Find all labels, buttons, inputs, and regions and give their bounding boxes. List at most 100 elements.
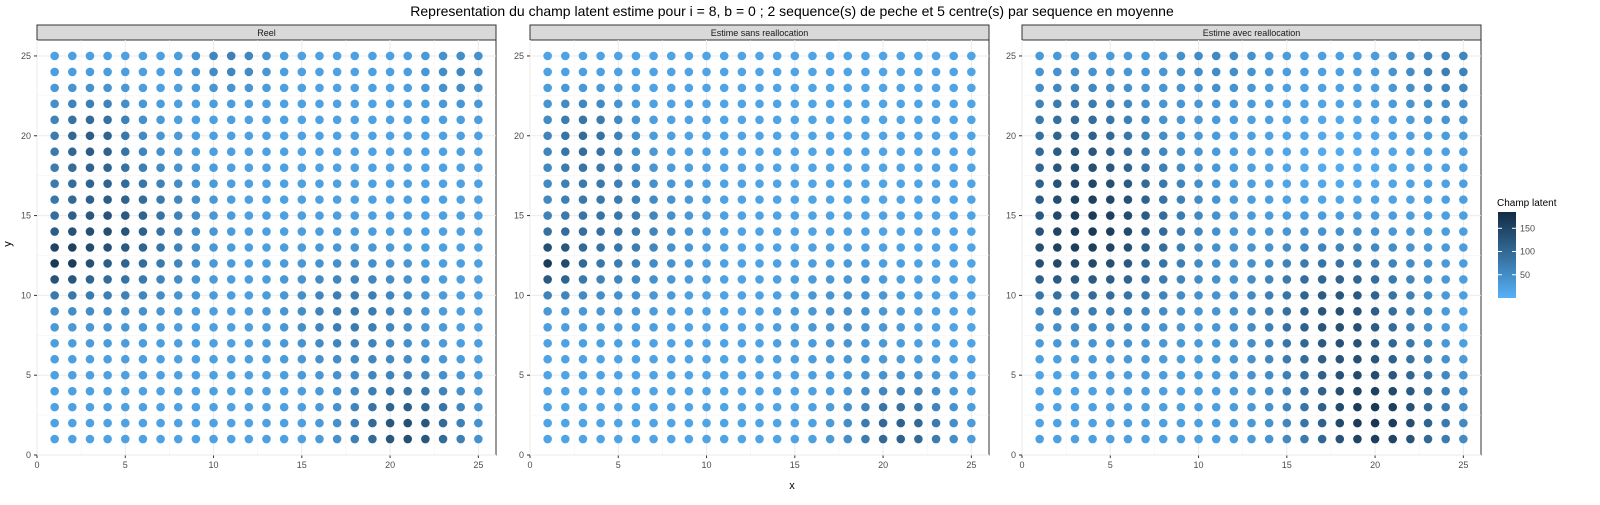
data-point bbox=[649, 402, 658, 412]
data-point bbox=[843, 259, 853, 268]
data-point bbox=[878, 131, 888, 141]
data-point bbox=[1335, 370, 1345, 380]
data-point bbox=[896, 275, 906, 284]
data-point bbox=[666, 115, 676, 125]
data-point bbox=[279, 386, 289, 396]
data-point bbox=[1300, 370, 1309, 380]
data-point bbox=[456, 338, 465, 348]
data-point bbox=[755, 99, 764, 109]
data-point bbox=[156, 386, 165, 396]
data-point bbox=[368, 434, 377, 444]
data-point bbox=[949, 83, 958, 93]
data-point bbox=[578, 386, 588, 396]
data-point bbox=[279, 275, 289, 284]
data-point bbox=[737, 434, 747, 444]
data-point bbox=[456, 275, 465, 284]
data-point bbox=[702, 307, 711, 316]
data-point bbox=[543, 338, 552, 348]
data-point bbox=[315, 211, 324, 220]
data-point bbox=[120, 291, 130, 300]
data-point bbox=[1176, 418, 1186, 428]
data-point bbox=[737, 163, 747, 172]
data-point bbox=[631, 147, 641, 157]
data-point bbox=[350, 115, 360, 125]
data-point bbox=[914, 323, 923, 332]
data-point bbox=[896, 402, 906, 412]
data-point bbox=[173, 99, 183, 109]
data-point bbox=[1070, 307, 1080, 316]
data-point bbox=[1423, 243, 1433, 252]
data-point bbox=[878, 179, 888, 188]
data-point bbox=[1406, 291, 1415, 300]
data-point bbox=[1264, 323, 1274, 332]
data-point bbox=[315, 115, 324, 125]
data-point bbox=[456, 243, 465, 252]
data-point bbox=[350, 195, 360, 204]
data-point bbox=[1088, 338, 1097, 348]
data-point bbox=[173, 147, 183, 157]
data-point bbox=[1141, 434, 1150, 444]
data-point bbox=[50, 67, 59, 77]
data-point bbox=[1353, 67, 1362, 77]
data-point bbox=[878, 291, 888, 300]
data-point bbox=[1176, 354, 1186, 364]
data-point bbox=[1317, 291, 1327, 300]
data-point bbox=[297, 338, 307, 348]
data-point bbox=[1194, 418, 1203, 428]
data-point bbox=[120, 243, 130, 252]
data-point bbox=[1300, 354, 1309, 364]
data-point bbox=[1158, 227, 1168, 236]
data-point bbox=[1317, 338, 1327, 348]
data-point bbox=[808, 243, 817, 252]
data-point bbox=[1282, 354, 1292, 364]
data-point bbox=[1088, 386, 1097, 396]
data-point bbox=[702, 147, 711, 157]
data-point bbox=[262, 434, 271, 444]
data-point bbox=[1459, 386, 1468, 396]
data-point bbox=[684, 338, 694, 348]
data-point bbox=[666, 338, 676, 348]
data-point bbox=[1176, 179, 1186, 188]
data-point bbox=[684, 275, 694, 284]
data-point bbox=[1317, 211, 1327, 220]
data-point bbox=[1141, 354, 1150, 364]
data-point bbox=[596, 418, 605, 428]
data-point bbox=[350, 418, 360, 428]
data-point bbox=[1194, 370, 1203, 380]
data-point bbox=[737, 402, 747, 412]
data-point bbox=[120, 211, 130, 220]
data-point bbox=[191, 195, 201, 204]
data-point bbox=[1459, 179, 1468, 188]
panel-title: Estime avec reallocation bbox=[1203, 28, 1301, 38]
data-point bbox=[719, 370, 729, 380]
data-point bbox=[173, 338, 183, 348]
data-point bbox=[790, 99, 800, 109]
data-point bbox=[1070, 418, 1080, 428]
data-point bbox=[861, 386, 870, 396]
data-point bbox=[350, 147, 360, 157]
data-point bbox=[684, 115, 694, 125]
data-point bbox=[1105, 211, 1115, 220]
data-point bbox=[719, 243, 729, 252]
data-point bbox=[967, 179, 976, 188]
data-point bbox=[596, 67, 605, 77]
data-point bbox=[1264, 307, 1274, 316]
data-point bbox=[808, 163, 817, 172]
data-point bbox=[297, 243, 307, 252]
legend-tick-label: 150 bbox=[1520, 223, 1535, 233]
data-point bbox=[191, 402, 201, 412]
data-point bbox=[103, 195, 112, 204]
data-point bbox=[1229, 370, 1239, 380]
data-point bbox=[1141, 179, 1150, 188]
data-point bbox=[1370, 227, 1380, 236]
data-point bbox=[1229, 115, 1239, 125]
data-point bbox=[843, 291, 853, 300]
data-point bbox=[896, 434, 906, 444]
data-point bbox=[1264, 131, 1274, 141]
data-point bbox=[1317, 179, 1327, 188]
data-point bbox=[456, 370, 465, 380]
data-point bbox=[631, 67, 641, 77]
data-point bbox=[1105, 163, 1115, 172]
data-point bbox=[1158, 307, 1168, 316]
y-tick-label: 10 bbox=[1006, 290, 1016, 300]
